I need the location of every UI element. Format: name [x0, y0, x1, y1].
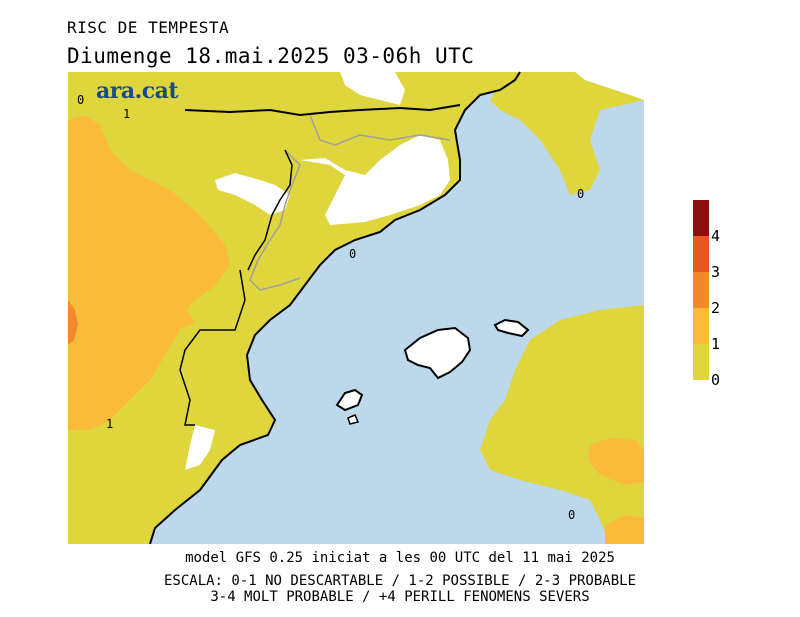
legend-label-2: 2 — [711, 299, 721, 317]
contour-label-nw-1: 1 — [123, 107, 130, 121]
legend-label-0: 0 — [711, 371, 721, 389]
border-andorra — [249, 149, 301, 291]
formentera — [347, 414, 360, 425]
border-regions-2 — [247, 149, 293, 271]
brand-logo: ara.cat — [96, 78, 179, 104]
no-risk-west — [215, 173, 290, 215]
legend-colorbar — [693, 200, 709, 380]
france-land — [490, 72, 644, 195]
legend-label-1: 1 — [711, 335, 721, 353]
border-pyrenees — [309, 114, 451, 146]
menorca — [493, 318, 530, 338]
no-risk-valencia-coast — [185, 425, 215, 470]
risk-1-2-africa-1 — [588, 438, 644, 485]
risk-1-2-small — [175, 312, 195, 328]
legend-swatch-4plus — [693, 200, 709, 236]
contour-label-coast-0: 0 — [349, 247, 356, 261]
forecast-time: Diumenge 18.mai.2025 03-06h UTC — [67, 44, 475, 68]
legend-label-3: 3 — [711, 263, 721, 281]
model-info: model GFS 0.25 iniciat a les 00 UTC del … — [185, 550, 615, 566]
legend-label-4: 4 — [711, 227, 721, 245]
risk-1-2-interior — [68, 115, 230, 430]
no-risk-pyrenees — [300, 135, 450, 225]
no-risk-bay — [575, 72, 644, 100]
coastline-north — [184, 104, 461, 117]
scale-line-2: 3-4 MOLT PROBABLE / +4 PERILL FENOMENS S… — [210, 589, 590, 605]
ibiza — [335, 388, 364, 412]
scale-line-1: ESCALA: 0-1 NO DESCARTABLE / 1-2 POSSIBL… — [163, 573, 636, 589]
legend-swatch-1-2 — [693, 308, 709, 344]
africa-land — [480, 305, 644, 544]
contour-label-south-0: 0 — [568, 508, 575, 522]
map-title: RISC DE TEMPESTA — [67, 18, 230, 37]
legend-swatch-3-4 — [693, 236, 709, 272]
no-risk-north — [340, 72, 405, 105]
risk-1-2-africa-2 — [605, 515, 644, 544]
mallorca — [403, 326, 472, 380]
contour-label-sw-1: 1 — [106, 417, 113, 431]
coastline-spain — [149, 71, 521, 545]
contour-label-east-0: 0 — [577, 187, 584, 201]
legend-swatch-2-3 — [693, 272, 709, 308]
legend-swatch-0-1 — [693, 344, 709, 380]
risk-2-3-west — [68, 300, 78, 345]
border-regions — [179, 269, 246, 426]
contour-label-nw-0: 0 — [77, 93, 84, 107]
